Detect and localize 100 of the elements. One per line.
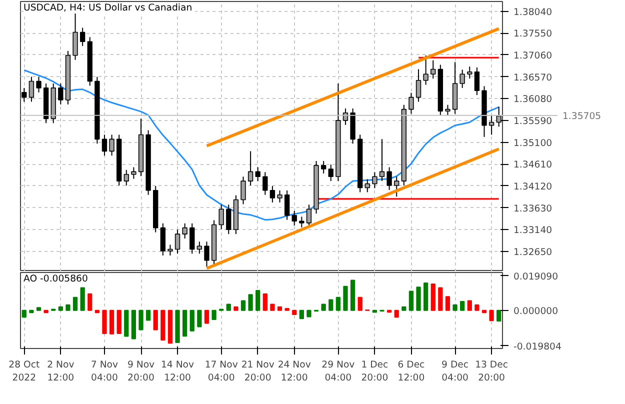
bar <box>262 293 268 311</box>
candlestick <box>474 66 480 96</box>
bar <box>416 286 421 311</box>
bar <box>58 306 63 311</box>
x-tick-label: 1 Dec 20:00 <box>361 360 388 384</box>
bar <box>66 304 70 311</box>
candlestick <box>28 76 34 102</box>
bar <box>226 304 231 311</box>
bar <box>343 286 348 311</box>
candlestick <box>306 204 312 228</box>
x-tick-label: 9 Dec 04:00 <box>442 360 469 384</box>
x-tick-label: 9 Nov 20:00 <box>127 360 156 384</box>
bar <box>234 306 238 311</box>
bar <box>102 310 107 334</box>
y-tick-label: 1.38040 <box>514 6 552 18</box>
candlestick <box>240 176 246 205</box>
y-tick-label: 0.000000 <box>514 306 558 317</box>
bar <box>292 310 297 315</box>
x-tick-label: 13 Dec 20:00 <box>475 360 508 384</box>
candlestick <box>226 204 232 235</box>
candlestick <box>423 54 428 86</box>
x-tick-label: 28 Oct 2022 <box>8 360 40 384</box>
bar <box>138 310 144 330</box>
candlestick <box>320 160 326 174</box>
candlestick <box>488 116 494 136</box>
bar <box>109 310 114 334</box>
y-tick-label: 1.33140 <box>514 225 552 236</box>
bar <box>394 310 399 318</box>
candlestick <box>36 76 42 93</box>
bar <box>240 300 246 311</box>
x-tick-label: 2 Nov 12:00 <box>47 360 75 384</box>
bar <box>445 296 450 311</box>
bar <box>88 293 92 311</box>
bar <box>153 310 158 330</box>
bar <box>80 287 85 311</box>
bar <box>168 310 173 344</box>
bar <box>423 282 428 311</box>
bar <box>336 296 341 311</box>
candlestick <box>72 13 78 60</box>
candlestick <box>131 166 136 180</box>
y-tick-label: -0.019804 <box>514 341 562 352</box>
bar <box>197 310 202 328</box>
candlestick <box>467 66 472 80</box>
bar <box>124 310 129 337</box>
candlestick <box>270 185 276 203</box>
bar <box>256 290 260 311</box>
candlestick <box>182 222 188 240</box>
candlestick <box>174 229 180 254</box>
bar <box>306 310 312 318</box>
bar <box>321 304 326 311</box>
candlestick <box>430 60 436 80</box>
y-tick-label: 1.34610 <box>514 160 552 171</box>
bar <box>146 310 151 321</box>
bar <box>350 280 356 311</box>
x-tick-label: 17 Nov 04:00 <box>204 360 238 384</box>
y-tick-label: 1.37550 <box>514 28 552 40</box>
candlestick <box>160 222 166 256</box>
bar <box>36 307 42 311</box>
candlestick <box>394 176 400 198</box>
x-tick-label: 14 Nov 12:00 <box>160 360 195 384</box>
bar <box>270 304 275 311</box>
y-tick-label: 1.36570 <box>514 72 552 84</box>
bar <box>248 294 253 311</box>
candlestick <box>196 241 202 254</box>
bar <box>467 300 472 311</box>
bar <box>22 310 26 318</box>
bar <box>474 304 480 311</box>
candlestick <box>102 134 108 156</box>
candlestick <box>379 138 385 182</box>
y-tick-label: 1.35590 <box>514 116 552 127</box>
bar <box>408 290 414 311</box>
candlestick <box>124 169 129 186</box>
y-tick-label: 0.019090 <box>514 271 558 282</box>
candlestick <box>255 166 260 182</box>
bar <box>212 310 216 320</box>
y-tick-label: 1.35100 <box>514 138 552 149</box>
bar <box>438 287 443 311</box>
ref-line-label: 1.35705 <box>562 110 602 122</box>
bar <box>29 310 34 314</box>
bar <box>131 310 136 340</box>
candlestick <box>284 190 290 220</box>
candlestick <box>328 164 334 182</box>
bar <box>72 296 78 311</box>
y-tick-label: 1.37060 <box>514 50 552 62</box>
candlestick <box>80 27 86 47</box>
bar <box>116 310 122 334</box>
candlestick <box>292 210 297 226</box>
candlestick <box>372 172 378 189</box>
bar <box>175 310 180 344</box>
bar <box>94 310 100 314</box>
candlestick <box>460 69 465 88</box>
bar <box>402 306 406 311</box>
bar <box>460 300 465 311</box>
bar <box>44 310 48 314</box>
y-tick-label: 1.36080 <box>514 94 552 106</box>
bar <box>328 299 334 311</box>
bar <box>190 310 194 332</box>
candlestick <box>248 150 254 186</box>
candlestick <box>408 92 414 114</box>
bar <box>182 310 188 337</box>
